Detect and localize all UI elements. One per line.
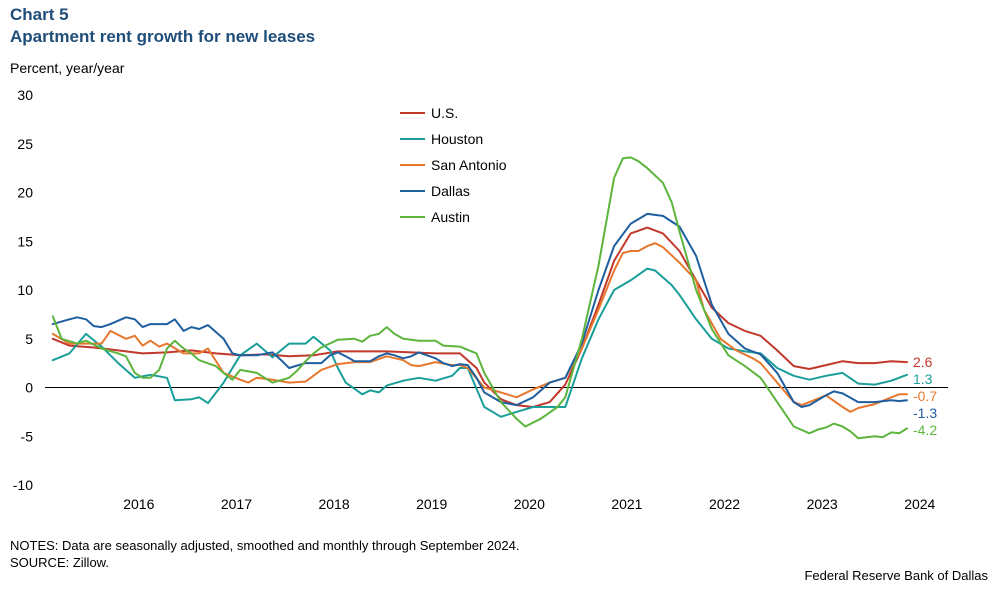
x-tick-label: 2023 — [807, 496, 838, 512]
x-tick-label: 2021 — [611, 496, 642, 512]
y-tick-label: 20 — [17, 185, 33, 201]
x-tick-label: 2022 — [709, 496, 740, 512]
legend-label: U.S. — [431, 105, 458, 121]
legend-label: Austin — [431, 209, 470, 225]
x-tick-label: 2024 — [904, 496, 935, 512]
series-line-u-s — [51, 226, 908, 408]
chart-title: Apartment rent growth for new leases — [10, 27, 316, 46]
series-lines — [51, 156, 908, 440]
legend-label: Houston — [431, 131, 483, 147]
end-value-label: -0.7 — [913, 388, 937, 404]
series-line-austin — [51, 156, 908, 440]
end-labels: 2.61.3-0.7-1.3-4.2 — [913, 354, 937, 438]
chart-label: Chart 5 — [10, 5, 69, 24]
series-line-dallas — [51, 212, 908, 408]
end-value-label: 1.3 — [913, 371, 933, 387]
x-axis: 2016 2017 2018 2019 2020 2021 2022 2023 2024 — [45, 387, 948, 512]
y-tick-label: 10 — [17, 282, 33, 298]
x-tick-label: 2016 — [123, 496, 154, 512]
legend-label: Dallas — [431, 183, 470, 199]
y-tick-label: -5 — [21, 428, 34, 444]
legend-label: San Antonio — [431, 157, 507, 173]
end-value-label: -1.3 — [913, 405, 937, 421]
x-tick-label: 2017 — [221, 496, 252, 512]
y-axis-unit-label: Percent, year/year — [10, 60, 125, 76]
credit-line: Federal Reserve Bank of Dallas — [804, 568, 988, 583]
x-tick-label: 2019 — [416, 496, 447, 512]
y-tick-label: -10 — [13, 477, 33, 493]
y-tick-label: 5 — [25, 331, 33, 347]
series-line-san-antonio — [51, 242, 908, 413]
legend: U.S. Houston San Antonio Dallas Austin — [400, 105, 507, 225]
x-tick-label: 2018 — [318, 496, 349, 512]
y-axis: -10 -5 0 5 10 15 20 25 30 — [13, 87, 33, 493]
y-tick-label: 15 — [17, 233, 33, 249]
end-value-label: -4.2 — [913, 422, 937, 438]
end-value-label: 2.6 — [913, 354, 933, 370]
y-tick-label: 0 — [25, 380, 33, 396]
series-line-houston — [51, 267, 908, 418]
chart-source: SOURCE: Zillow. — [10, 555, 109, 570]
x-tick-label: 2020 — [514, 496, 545, 512]
y-tick-label: 30 — [17, 87, 33, 103]
chart-notes: NOTES: Data are seasonally adjusted, smo… — [10, 538, 520, 553]
y-tick-label: 25 — [17, 136, 33, 152]
